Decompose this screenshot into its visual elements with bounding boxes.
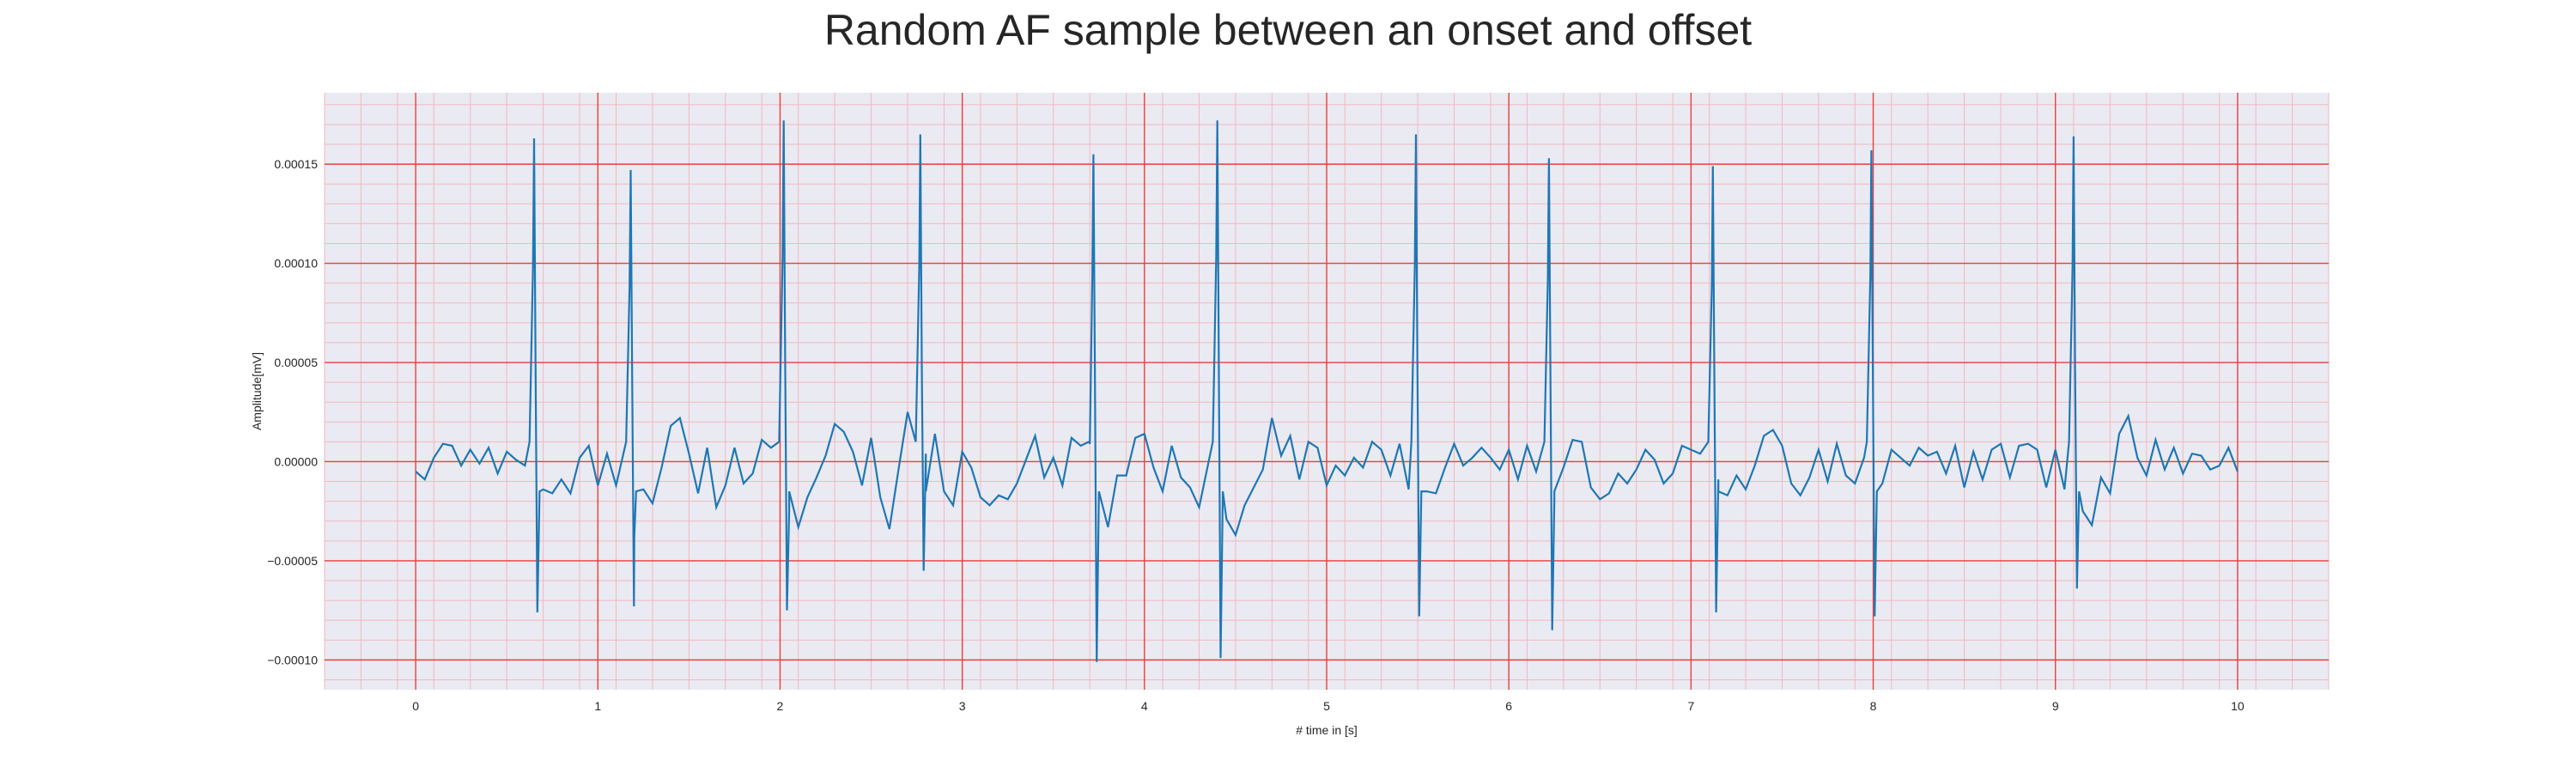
x-tick-label: 0 bbox=[412, 699, 419, 713]
x-tick-label: 8 bbox=[1870, 699, 1877, 713]
x-tick-label: 10 bbox=[2231, 699, 2245, 713]
y-tick-label: 0.00005 bbox=[274, 356, 318, 369]
chart-title: Random AF sample between an onset and of… bbox=[823, 6, 1753, 54]
y-axis-label: Amplitude[mV] bbox=[250, 352, 264, 430]
x-tick-label: 9 bbox=[2052, 699, 2059, 713]
x-tick-label: 6 bbox=[1505, 699, 1512, 713]
y-axis-ticks: −0.00010 −0.00005 0.00000 0.00005 0.00010 0.0… bbox=[267, 157, 318, 666]
y-tick-label: −0.00010 bbox=[267, 653, 318, 666]
y-tick-label: 0.00000 bbox=[274, 454, 318, 468]
ecg-signal-line bbox=[415, 120, 2239, 662]
x-tick-label: 3 bbox=[959, 699, 966, 713]
y-tick-label: 0.00015 bbox=[274, 157, 318, 171]
x-axis-ticks: 0 1 2 3 4 5 6 7 8 9 10 bbox=[412, 699, 2245, 713]
x-tick-label: 7 bbox=[1687, 699, 1694, 713]
major-grid bbox=[325, 93, 2329, 690]
x-axis-label: # time in [s] bbox=[1296, 723, 1358, 737]
y-tick-label: −0.00005 bbox=[267, 554, 318, 568]
x-tick-label: 4 bbox=[1141, 699, 1148, 713]
y-tick-label: 0.00010 bbox=[274, 257, 318, 271]
x-tick-label: 5 bbox=[1323, 699, 1330, 713]
x-tick-label: 2 bbox=[777, 699, 784, 713]
x-tick-label: 1 bbox=[594, 699, 601, 713]
